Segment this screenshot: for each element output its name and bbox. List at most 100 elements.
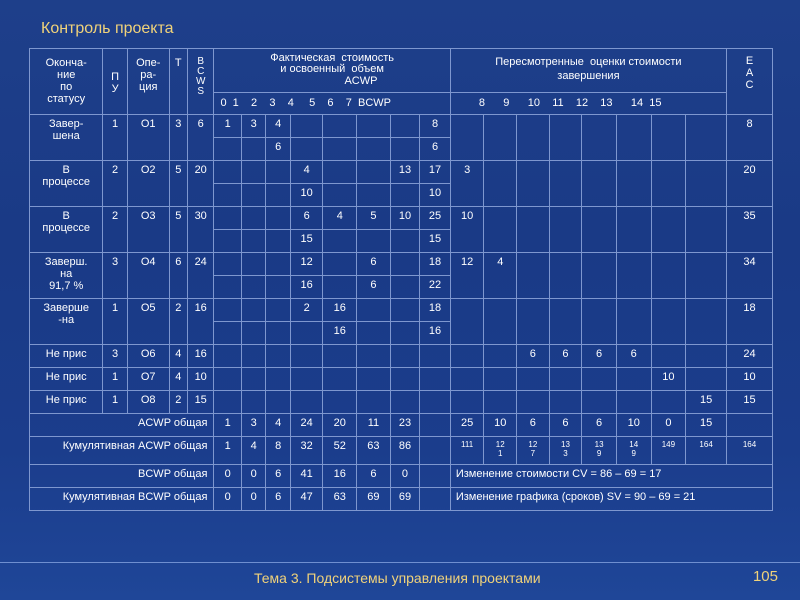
acwp-cell: 3: [240, 114, 267, 138]
summary-cell: 63: [322, 487, 358, 511]
bcwp-cell: [289, 321, 324, 345]
row-t: 2: [168, 298, 188, 345]
acwp-total-cell: 17: [419, 160, 451, 184]
acwp-cell: 1: [213, 114, 242, 138]
acwp-cell: [240, 367, 267, 391]
bcwp-cell: 6: [265, 137, 291, 161]
acwp-cell: [356, 344, 391, 368]
acwp-cell: [322, 344, 358, 368]
bcwp-cell: [356, 229, 391, 253]
summary-cell: 12 1: [483, 436, 518, 465]
eac-cell: 15: [726, 390, 773, 414]
acwp-cell: [389, 390, 421, 414]
summary-cell: 0: [389, 464, 421, 488]
revised-cell: [581, 390, 617, 414]
bcwp-cell: [265, 275, 291, 299]
acwp-cell: [213, 390, 242, 414]
summary-row: Кумулятивная BCWP общая 0 0 6 47 63 69 69 Измене…: [28, 487, 774, 511]
header-bcws: B C W S: [186, 48, 215, 115]
acwp-cell: [389, 344, 421, 368]
acwp-cell: [389, 298, 421, 322]
revised-cell: 12: [449, 252, 485, 299]
revised-cell: [516, 298, 550, 345]
actual-cost-title: Фактическая стоимость и освоенный объем: [270, 52, 395, 75]
acwp-cell: [240, 344, 267, 368]
acwp-cell: [356, 298, 391, 322]
summary-cell: 0: [240, 487, 267, 511]
summary-cell: 14 9: [615, 436, 652, 465]
acwp-cell: [213, 252, 242, 276]
acwp-total-cell: 18: [419, 252, 451, 276]
summary-cell: 41: [289, 464, 324, 488]
row-t: 5: [168, 160, 188, 207]
row-status: В процессе: [28, 206, 104, 253]
row-status: Не прис: [28, 367, 104, 391]
bcwp-cell: [322, 275, 358, 299]
bcwp-cell: [213, 183, 242, 207]
summary-cell: 15: [685, 413, 728, 437]
acwp-cell: [419, 390, 451, 414]
summary-cell: 63: [356, 436, 391, 465]
row-pu: 1: [102, 390, 128, 414]
acwp-cell: [289, 344, 324, 368]
revised-cell: 10: [449, 206, 485, 253]
summary-cell: 6: [516, 413, 550, 437]
eac-cell: 34: [726, 252, 773, 299]
revised-cell: [516, 367, 550, 391]
bcwp-cell: [240, 229, 267, 253]
summary-cell: 16: [322, 464, 358, 488]
acwp-cell: [265, 298, 291, 322]
bcwp-cell: [213, 275, 242, 299]
acwp-cell: [213, 298, 242, 322]
bcwp-cell: [389, 321, 421, 345]
row-operation: О8: [126, 390, 170, 414]
bcwp-total-cell: 15: [419, 229, 451, 253]
revised-cell: [449, 298, 485, 345]
table-row: Заверш. на 91,7 % 3 О4 6 24 12 6 18 12 4 34: [28, 252, 773, 299]
summary-cell: 4: [240, 436, 267, 465]
revised-cell: [516, 160, 550, 207]
revised-cell: [516, 252, 550, 299]
eac-cell: 24: [726, 344, 773, 368]
revised-cell: [483, 344, 518, 368]
revised-cell: [685, 160, 728, 207]
summary-cell: 6: [265, 487, 291, 511]
footer-topic: Тема 3. Подсистемы управления проектами: [254, 570, 541, 586]
summary-cell: 13 9: [581, 436, 617, 465]
table-row: 15 15: [30, 229, 773, 253]
summary-cell: 23: [389, 413, 421, 437]
acwp-cell: [389, 252, 421, 276]
row-pu: 2: [102, 160, 128, 207]
acwp-cell: [322, 160, 358, 184]
acwp-cell: 4: [289, 160, 324, 184]
revised-cell: [650, 160, 687, 207]
row-pu: 1: [102, 114, 128, 161]
revised-cell: [685, 367, 728, 391]
row-operation: О2: [126, 160, 170, 207]
header-eac: Е А С: [726, 48, 773, 115]
row-pu: 3: [102, 252, 128, 299]
revised-cell: [615, 114, 652, 161]
revised-cell: [548, 206, 583, 253]
row-t: 6: [168, 252, 188, 299]
acwp-cell: [322, 367, 358, 391]
revised-cell: [685, 114, 728, 161]
row-operation: О7: [126, 367, 170, 391]
footer-divider: [0, 562, 800, 563]
header-actual-cost: Фактическая стоимость и освоенный объем …: [213, 48, 451, 93]
acwp-label: ACWP: [344, 75, 378, 87]
acwp-cell: [265, 344, 291, 368]
revised-cell: [548, 160, 583, 207]
acwp-cell: [213, 160, 242, 184]
eac-cell: 8: [726, 114, 773, 161]
bcwp-cell: [213, 321, 242, 345]
revised-cell: [516, 206, 550, 253]
revised-cell: [483, 298, 518, 345]
acwp-cell: [289, 390, 324, 414]
acwp-cell: 12: [289, 252, 324, 276]
summary-cell: 6: [356, 464, 391, 488]
acwp-cell: [265, 252, 291, 276]
acwp-cell: 6: [356, 252, 391, 276]
summary-cell: [419, 413, 451, 437]
revised-cell: [483, 114, 518, 161]
